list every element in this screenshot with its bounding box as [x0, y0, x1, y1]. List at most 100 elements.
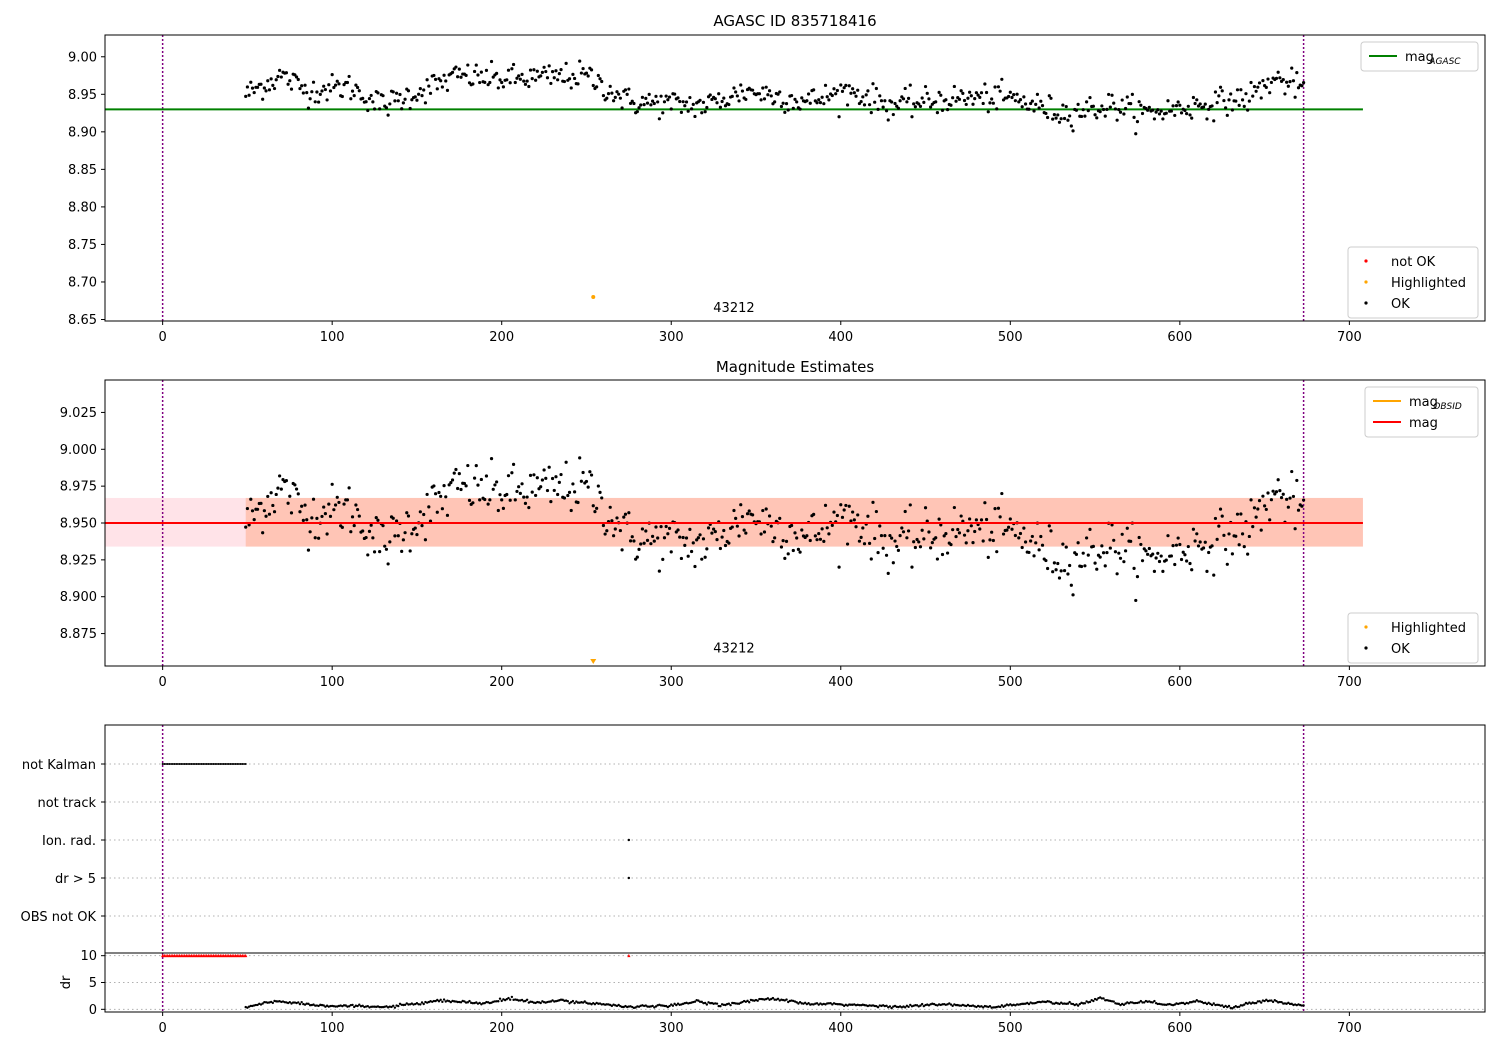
- data-point-ok: [635, 555, 639, 559]
- data-point-ok: [376, 518, 380, 522]
- data-point-ok: [1023, 540, 1028, 544]
- data-point-ok: [771, 539, 775, 544]
- data-point-ok: [1207, 550, 1211, 555]
- data-point-ok: [457, 472, 461, 476]
- data-point-ok: [845, 103, 850, 107]
- data-point-ok: [759, 98, 763, 102]
- data-point-ok: [998, 89, 1002, 93]
- data-point-ok: [523, 501, 528, 505]
- data-point-ok: [600, 79, 604, 84]
- dr-point: [719, 1005, 722, 1008]
- data-point-ok: [808, 538, 812, 543]
- flag-event-point: [227, 763, 230, 765]
- dr-point: [1004, 1004, 1007, 1007]
- data-point-ok: [439, 79, 443, 83]
- data-point-ok: [637, 547, 641, 551]
- data-point-ok: [698, 98, 702, 102]
- data-point-ok: [1046, 115, 1050, 120]
- data-point-ok: [272, 510, 277, 514]
- data-point-ok: [908, 503, 912, 507]
- data-point-ok: [415, 532, 419, 537]
- data-point-ok: [820, 527, 824, 531]
- data-point-ok: [1225, 562, 1229, 566]
- data-point-ok: [959, 89, 963, 93]
- data-point-ok: [1230, 552, 1234, 556]
- obsid-annotation: 43212: [713, 301, 754, 316]
- data-point-ok: [1190, 568, 1194, 572]
- data-point-ok: [310, 90, 314, 94]
- data-point-ok: [800, 528, 804, 532]
- data-point-ok: [905, 100, 909, 104]
- flag-event-point: [207, 763, 210, 765]
- data-point-ok: [279, 75, 283, 79]
- data-point-ok: [1251, 524, 1255, 529]
- data-point-ok: [401, 101, 405, 105]
- data-point-ok: [956, 527, 960, 532]
- data-point-ok: [818, 537, 823, 541]
- data-point-ok: [278, 474, 282, 478]
- data-point-ok: [506, 68, 511, 72]
- data-point-ok: [884, 109, 889, 113]
- y-tick-label: 8.975: [60, 480, 97, 495]
- data-point-ok: [871, 500, 875, 504]
- data-point-ok: [301, 518, 305, 523]
- data-point-ok: [1198, 540, 1202, 544]
- data-point-ok: [681, 100, 685, 104]
- data-point-ok: [250, 86, 255, 90]
- data-point-ok: [1130, 92, 1134, 96]
- dr-point: [441, 1000, 444, 1004]
- data-point-ok: [1239, 512, 1243, 516]
- data-point-ok: [627, 511, 631, 515]
- data-point-ok: [303, 503, 307, 507]
- data-point-ok: [306, 106, 311, 110]
- data-point-ok: [769, 524, 773, 528]
- data-point-ok: [786, 108, 790, 112]
- x-tick-label: 500: [998, 675, 1023, 690]
- data-point-ok: [347, 74, 351, 79]
- dr-point: [1188, 1001, 1192, 1004]
- data-point-ok: [859, 100, 863, 104]
- data-point-ok: [315, 516, 319, 521]
- data-point-ok: [817, 531, 821, 536]
- flag-event-point: [236, 763, 239, 765]
- data-point-ok: [308, 97, 312, 101]
- dr-point: [909, 1003, 912, 1007]
- data-point-ok: [1139, 103, 1143, 107]
- data-point-ok: [683, 543, 687, 547]
- data-point-ok: [1022, 95, 1026, 99]
- data-point-ok: [610, 91, 614, 95]
- dr-point: [1227, 1004, 1231, 1008]
- data-point-ok: [1166, 534, 1170, 538]
- data-point-ok: [1113, 550, 1118, 554]
- data-point-ok: [417, 92, 421, 96]
- data-point-ok: [901, 97, 906, 101]
- data-point-ok: [605, 96, 609, 100]
- data-point-ok: [666, 532, 670, 536]
- data-point-ok: [1000, 491, 1004, 496]
- data-point-ok: [1034, 102, 1038, 106]
- data-point-ok: [1093, 113, 1097, 117]
- data-point-ok: [447, 483, 451, 487]
- flag-event-point: [209, 763, 212, 765]
- data-point-ok: [1257, 81, 1262, 85]
- data-point-ok: [437, 490, 441, 495]
- data-point-ok: [879, 533, 884, 538]
- data-point-ok: [247, 93, 251, 97]
- data-point-ok: [1268, 91, 1272, 95]
- legend-label: Highlighted: [1391, 621, 1466, 636]
- data-point-ok: [1017, 536, 1021, 540]
- data-point-ok: [878, 94, 882, 98]
- dr-axis-label: dr: [59, 975, 74, 989]
- data-point-ok: [322, 505, 326, 509]
- data-point-ok: [479, 70, 483, 74]
- data-point-ok: [540, 70, 544, 75]
- dr-point: [1237, 1005, 1241, 1008]
- data-point-ok: [1086, 109, 1090, 113]
- data-point-ok: [849, 519, 853, 523]
- data-point-ok: [367, 529, 372, 533]
- data-point-ok: [530, 490, 534, 494]
- data-point-ok: [1052, 561, 1056, 565]
- data-point-ok: [983, 501, 987, 505]
- y-tick-label: 8.70: [68, 275, 97, 290]
- data-point-ok: [483, 497, 487, 502]
